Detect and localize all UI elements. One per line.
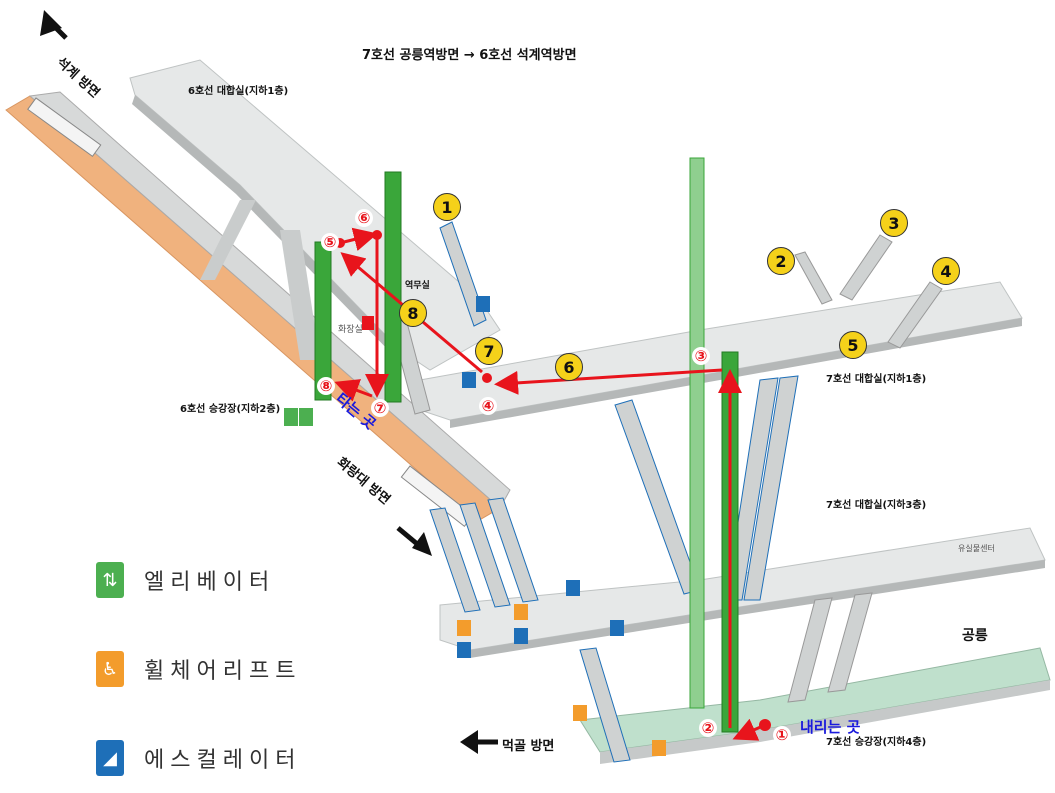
page-title: 7호선 공릉역방면 → 6호선 석계역방면: [362, 48, 577, 63]
map-escalator-icon-a: [457, 642, 471, 658]
legend-label-wheelchair-lift: 휠체어리프트: [144, 659, 302, 684]
exit-stair-1: [439, 221, 487, 327]
direction-meokgol: 먹골 방면: [502, 739, 555, 754]
map-escalator-icon-b: [514, 628, 528, 644]
callout-alight: 내리는 곳: [800, 718, 861, 736]
escalator-down-c: [743, 375, 799, 601]
escalator-lower-a: [579, 647, 631, 763]
label-line6-concourse: 6호선 대합실(지하1층): [188, 86, 289, 97]
route-step-2: ②: [699, 719, 717, 737]
legend-row-escalator: ◢ 에스컬레이터: [96, 740, 301, 776]
route-seg-5-6: [339, 227, 378, 252]
map-restroom-icon: [362, 316, 374, 330]
map-escalator-icon-f: [476, 296, 490, 312]
line6-train-top: [27, 97, 102, 158]
support-b: [200, 200, 256, 280]
route-dot-1: [759, 719, 771, 731]
label-line7-concourse-b3: 7호선 대합실(지하3층): [826, 500, 927, 511]
arrow-hwarangdae: [396, 526, 432, 556]
route-step-6: ⑥: [355, 209, 373, 227]
line6-concourse-edge: [132, 95, 400, 360]
exit-stair-4: [887, 281, 943, 349]
exit-badge-2: 2: [767, 247, 795, 275]
label-line6-platform: 6호선 승강장(지하2층): [180, 404, 281, 415]
route-dot-6: [372, 230, 382, 240]
line6-track: [28, 91, 511, 509]
elevator-shaft-line6-a: [384, 171, 402, 403]
route-step-5: ⑤: [321, 233, 339, 251]
exit-badge-7: 7: [475, 337, 503, 365]
label-restroom: 화장실: [338, 325, 363, 335]
escalator-bank-2: [459, 502, 511, 608]
escalator-lower-b: [787, 597, 833, 703]
elevator-icon: ⇅: [96, 562, 124, 598]
exit-badge-4: 4: [932, 257, 960, 285]
map-lift-icon-b: [514, 604, 528, 620]
legend-label-escalator: 에스컬레이터: [144, 748, 302, 773]
map-elevator-icon-b: [299, 408, 313, 426]
map-lift-icon-c: [573, 705, 587, 721]
route-step-8: ⑧: [317, 377, 335, 395]
exit-badge-6: 6: [555, 353, 583, 381]
escalator-icon: ◢: [96, 740, 124, 776]
label-info-center: 유실물센터: [958, 544, 995, 553]
route-seg-7-8: [334, 379, 373, 402]
map-lift-icon-a: [457, 620, 471, 636]
label-line7-concourse-b1: 7호선 대합실(지하1층): [826, 374, 927, 385]
route-step-3: ③: [692, 347, 710, 365]
exit-badge-1: 1: [433, 193, 461, 221]
escalator-bank-3: [487, 497, 539, 603]
exit-stair-2: [794, 251, 833, 305]
map-lift-icon-d: [652, 740, 666, 756]
map-elevator-icon-a: [284, 408, 298, 426]
label-line7-platform: 7호선 승강장(지하4층): [826, 737, 927, 748]
exit-badge-3: 3: [880, 209, 908, 237]
route-step-1: ①: [773, 726, 791, 744]
arrow-seokgye: [40, 10, 68, 40]
label-gongneung: 공릉: [962, 628, 988, 644]
exit-stair-3: [839, 234, 893, 301]
legend-label-elevator: 엘리베이터: [144, 570, 276, 595]
route-step-7: ⑦: [371, 399, 389, 417]
arrow-meokgol: [460, 730, 498, 754]
line7-track: [600, 680, 1050, 764]
wheelchair-lift-icon: ♿: [96, 651, 124, 687]
map-escalator-icon-d: [610, 620, 624, 636]
escalator-down-a: [614, 399, 701, 595]
route-step-4: ④: [479, 397, 497, 415]
map-escalator-icon-e: [462, 372, 476, 388]
legend-row-elevator: ⇅ 엘리베이터: [96, 562, 275, 598]
legend-row-wheelchair-lift: ♿ 휠체어리프트: [96, 651, 301, 687]
exit-badge-5: 5: [839, 331, 867, 359]
label-station-office: 역무실: [405, 281, 430, 291]
route-dot-4: [482, 373, 492, 383]
escalator-lower-c: [827, 592, 873, 693]
route-seg-3-4: [494, 368, 723, 395]
exit-badge-8: 8: [399, 299, 427, 327]
elevator-shaft-line7-a: [689, 157, 705, 709]
map-escalator-icon-c: [566, 580, 580, 596]
escalator-bank-1: [429, 507, 481, 613]
support-a: [280, 230, 320, 360]
